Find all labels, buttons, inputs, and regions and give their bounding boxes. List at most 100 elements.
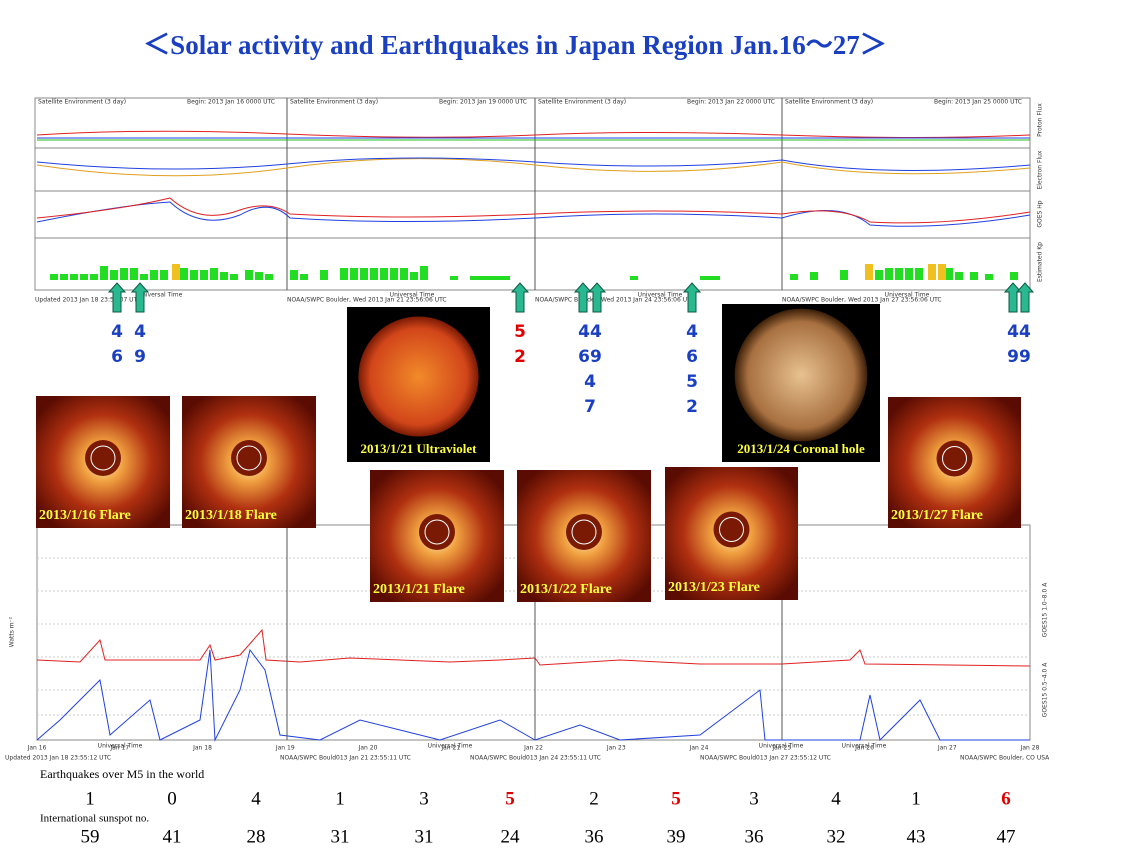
chart-label: Begin: 2013 Jan 22 0000 UTC [687, 99, 775, 106]
chart-label: NOAA/SWPC Boulder, CO USA [960, 755, 1050, 762]
chart-label: NOAA/SWPC Bould013 Jan 27 23:55:12 UTC [700, 755, 831, 762]
chart-label: Updated 2013 Jan 18 23:56:07 UTC [35, 297, 141, 304]
image-caption: 2013/1/21 Ultraviolet [361, 441, 478, 456]
chart-label: Satellite Environment (3 day) [38, 99, 126, 106]
quake-magnitude: 4 [111, 322, 123, 342]
occulter [566, 514, 602, 550]
chart-label: Updated 2013 Jan 18 23:55:12 UTC [5, 755, 111, 762]
quake-count: 1 [335, 788, 345, 809]
up-arrow [1015, 282, 1035, 313]
chart-label: Universal Time [428, 743, 473, 750]
xray-panel [36, 524, 1031, 742]
up-arrow [107, 282, 127, 313]
chart-label: Jan 19 [275, 745, 295, 752]
image-caption: 2013/1/21 Flare [373, 582, 465, 597]
chart-label: Proton Flux [1037, 103, 1044, 137]
chart-label: Jan 21 [440, 745, 460, 752]
image-caption: 2013/1/27 Flare [891, 508, 983, 523]
row-label: International sunspot no. [40, 813, 149, 825]
chart-label: Jan 28 [1020, 745, 1040, 752]
chart-label: Electron Flux [1037, 150, 1044, 189]
sunspot-number: 32 [827, 826, 846, 847]
chart-label: Satellite Environment (3 day) [290, 99, 378, 106]
chart-label: Jan 23 [606, 745, 626, 752]
chart-label: Jan 26 [854, 745, 874, 752]
quake-magnitude: 69 [578, 347, 602, 367]
chart-label: Estimated Kp [1037, 242, 1044, 282]
quake-magnitude: 5 [514, 322, 526, 342]
quake-count: 6 [1001, 788, 1011, 809]
chart-label: Jan 24 [689, 745, 709, 752]
chart-label: GOES15 1.0–8.0 A [1042, 582, 1049, 638]
occulter [936, 440, 973, 477]
chart-label: Jan 18 [192, 745, 212, 752]
occulter [713, 511, 750, 548]
chart-label: NOAA/SWPC Boulder, Wed 2013 Jan 24 23:56… [535, 297, 695, 304]
quake-count: 1 [85, 788, 95, 809]
chart-label: Jan 25 [771, 745, 791, 752]
quake-count: 4 [251, 788, 261, 809]
quake-magnitude: 4 [686, 322, 698, 342]
chart-label: NOAA/SWPC Boulder, Wed 2013 Jan 27 23:56… [782, 297, 942, 304]
chart-label: Jan 22 [523, 745, 543, 752]
image-caption: 2013/1/24 Coronal hole [737, 441, 865, 456]
sunspot-number: 31 [415, 826, 434, 847]
satellite-panel [34, 97, 1031, 291]
sunspot-number: 47 [997, 826, 1016, 847]
chart-label: Satellite Environment (3 day) [538, 99, 626, 106]
image-caption: 2013/1/23 Flare [668, 580, 760, 595]
quake-count: 5 [505, 788, 515, 809]
image-caption: 2013/1/16 Flare [39, 508, 131, 523]
chart-label: NOAA/SWPC Boulder, Wed 2013 Jan 21 23:56… [287, 297, 447, 304]
sunspot-number: 31 [331, 826, 350, 847]
chart-label: Universal Time [885, 292, 930, 299]
quake-magnitude: 2 [514, 347, 526, 367]
sunspot-number: 43 [907, 826, 926, 847]
quake-count: 3 [749, 788, 759, 809]
quake-magnitude: 2 [686, 397, 698, 417]
sunspot-number: 24 [501, 826, 521, 847]
chart-label: Begin: 2013 Jan 19 0000 UTC [439, 99, 527, 106]
row-label: Earthquakes over M5 in the world [40, 767, 204, 781]
quake-count: 1 [911, 788, 921, 809]
chart-label: Jan 27 [937, 745, 957, 752]
up-arrow [130, 282, 150, 313]
sunspot-number: 59 [81, 826, 100, 847]
quake-magnitude: 4 [134, 322, 146, 342]
up-arrow [682, 282, 702, 313]
occulter [85, 440, 121, 476]
occulter-ring [236, 445, 262, 471]
occulter [231, 440, 267, 476]
quake-magnitude: 5 [686, 372, 698, 392]
chart-label: Universal Time [138, 292, 183, 299]
quake-count: 2 [589, 788, 599, 809]
quake-magnitude: 4 [584, 372, 596, 392]
chart-label: GOES15 0.5–4.0 A [1042, 662, 1049, 718]
chart-label: Jan 20 [358, 745, 378, 752]
chart-label: Watts m⁻² [9, 616, 16, 647]
chart-label: Jan 16 [27, 745, 47, 752]
quake-magnitude: 7 [584, 397, 596, 417]
chart-label: Universal Time [390, 292, 435, 299]
image-caption: 2013/1/22 Flare [520, 582, 612, 597]
chart-label: GOES Hp [1037, 200, 1044, 227]
sun-disk [358, 316, 479, 437]
chart-label: Begin: 2013 Jan 25 0000 UTC [934, 99, 1022, 106]
chart-label: NOAA/SWPC Bould013 Jan 21 23:55:11 UTC [280, 755, 411, 762]
quake-magnitude: 6 [686, 347, 698, 367]
quake-magnitude: 9 [134, 347, 146, 367]
quake-count: 0 [167, 788, 177, 809]
chart-label: Satellite Environment (3 day) [785, 99, 873, 106]
quake-magnitude: 44 [1007, 322, 1031, 342]
up-arrow [587, 282, 607, 313]
sun-disk [734, 308, 868, 442]
occulter-ring [424, 519, 450, 545]
chart-label: Universal Time [98, 743, 143, 750]
image-caption: 2013/1/18 Flare [185, 508, 277, 523]
quake-magnitude: 44 [578, 322, 602, 342]
occulter-ring [90, 445, 116, 471]
title: ＜Solar activity and Earthquakes in Japan… [143, 30, 887, 60]
sunspot-number: 36 [585, 826, 604, 847]
quake-count: 5 [671, 788, 681, 809]
